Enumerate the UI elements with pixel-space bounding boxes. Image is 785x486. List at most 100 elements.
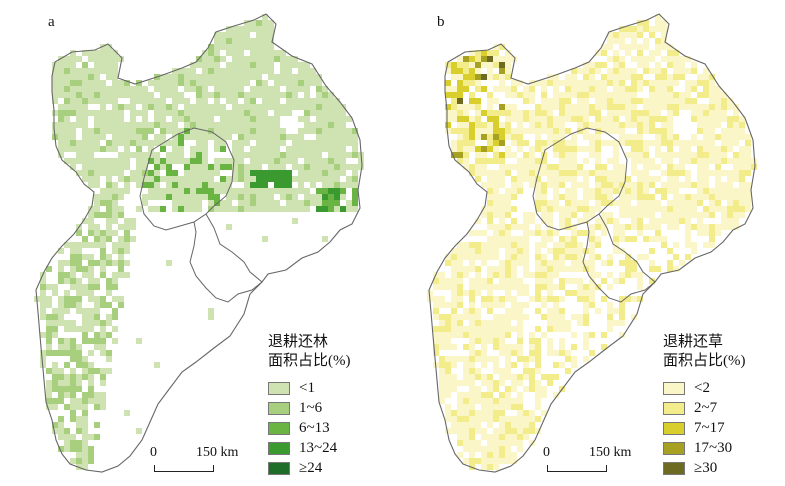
map-cell [505,272,511,278]
map-cell [589,92,595,98]
legend-item: 13~24 [268,438,351,458]
map-cell [577,290,583,296]
map-cell [721,206,727,212]
map-cell [280,80,286,86]
map-cell [547,140,553,146]
map-cell [571,116,577,122]
map-cell [88,266,94,272]
map-cell [577,98,583,104]
map-cell [244,140,250,146]
map-cell [607,320,613,326]
map-cell [445,404,451,410]
map-cell [106,158,112,164]
map-cell [469,452,475,458]
map-cell [304,98,310,104]
map-cell [316,176,322,182]
map-cell [553,86,559,92]
map-cell [583,98,589,104]
map-cell [493,122,499,128]
map-cell [100,230,106,236]
map-cell [637,176,643,182]
map-cell [439,344,445,350]
map-cell [154,176,160,182]
map-cell [517,350,523,356]
map-cell [118,86,124,92]
map-cell [625,74,631,80]
map-cell [667,44,673,50]
map-cell [721,146,727,152]
map-cell [427,290,433,296]
map-cell [310,182,316,188]
map-cell [499,446,505,452]
map-cell [565,152,571,158]
map-cell [619,80,625,86]
map-cell [82,410,88,416]
map-cell [511,86,517,92]
map-cell [112,62,118,68]
map-cell [262,98,268,104]
map-cell [619,248,625,254]
map-cell [535,278,541,284]
map-cell [250,146,256,152]
map-cell [58,104,64,110]
map-cell [463,314,469,320]
map-cell [715,146,721,152]
map-cell [577,248,583,254]
map-cell [643,236,649,242]
map-cell [469,404,475,410]
map-cell [487,380,493,386]
map-cell [226,50,232,56]
map-cell [184,134,190,140]
map-cell [70,50,76,56]
map-cell [481,164,487,170]
map-cell [691,104,697,110]
map-cell [589,140,595,146]
map-cell [316,128,322,134]
map-cell [475,56,481,62]
map-cell [100,98,106,104]
map-cell [112,158,118,164]
map-cell [445,332,451,338]
map-cell [541,230,547,236]
map-cell [613,224,619,230]
map-cell [445,314,451,320]
map-cell [94,398,100,404]
map-cell [70,86,76,92]
map-cell [493,50,499,56]
map-cell [637,278,643,284]
map-cell [232,152,238,158]
map-cell [298,188,304,194]
map-cell [505,314,511,320]
map-cell [649,212,655,218]
map-cell [244,68,250,74]
map-cell [481,56,487,62]
map-cell [577,104,583,110]
map-cell [697,200,703,206]
map-cell [517,344,523,350]
map-cell [517,224,523,230]
map-cell [112,140,118,146]
map-cell [703,128,709,134]
map-cell [130,116,136,122]
map-cell [457,248,463,254]
map-cell [463,116,469,122]
map-cell [703,194,709,200]
map-cell [457,434,463,440]
map-cell [499,452,505,458]
map-cell [667,170,673,176]
map-cell [493,338,499,344]
map-cell [178,140,184,146]
map-cell [76,428,82,434]
map-cell [352,176,358,182]
map-cell [286,110,292,116]
map-cells [34,14,364,470]
map-cell [124,236,130,242]
map-cell [739,128,745,134]
map-cell [517,188,523,194]
map-cell [655,224,661,230]
map-cell [745,206,751,212]
map-cell [160,74,166,80]
map-cell [535,284,541,290]
map-cell [70,242,76,248]
map-cell [334,110,340,116]
